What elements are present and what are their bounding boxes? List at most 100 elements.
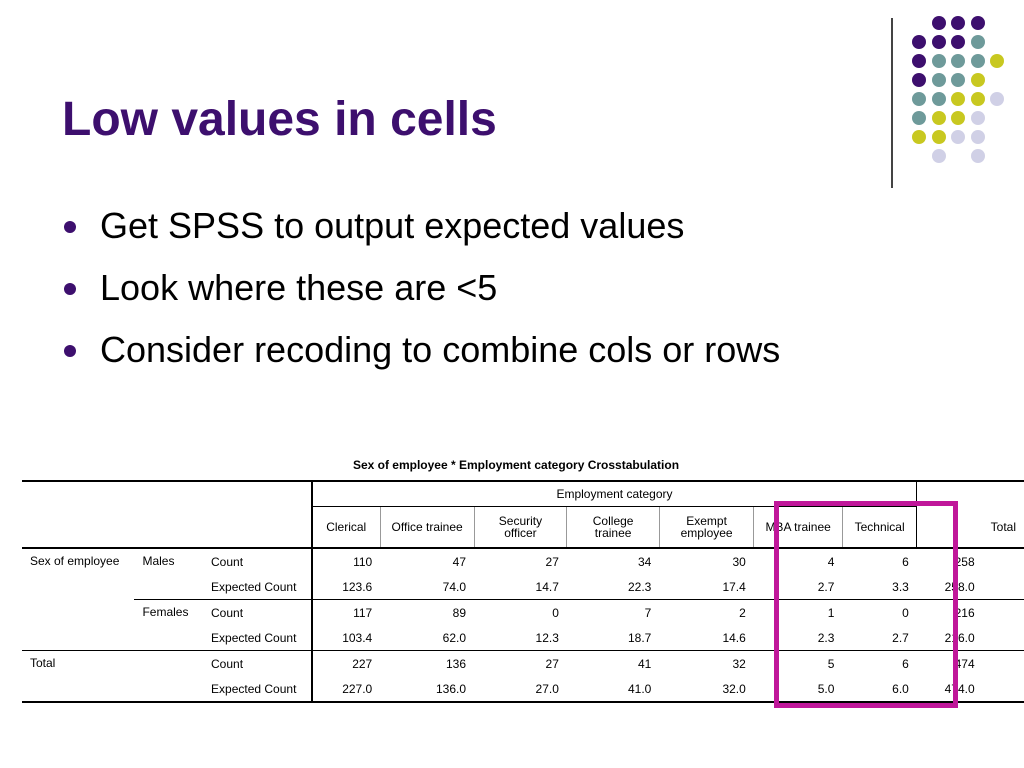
row-label-males: Males (134, 548, 204, 600)
cell: 2.7 (892, 630, 909, 645)
decorative-dot (951, 35, 965, 49)
table-row: Expected Count 227.0 136.0 27.0 41.0 32.… (22, 676, 1024, 702)
decorative-dot (912, 73, 926, 87)
decorative-dot (931, 130, 946, 144)
decorative-dot (931, 111, 946, 125)
table-row: Total Count 227 136 27 41 32 5 6 474 (22, 650, 1024, 676)
bullet-list: Get SPSS to output expected values Look … (64, 198, 780, 384)
cell: 474 (954, 656, 975, 671)
row-label-expected: Expected Count (203, 574, 313, 600)
row-label-expected: Expected Count (203, 625, 313, 651)
row-label-sex: Sex of employee (30, 554, 120, 568)
cell: 5.0 (817, 681, 835, 696)
cell: 47 (452, 554, 466, 569)
cell: 0 (552, 605, 559, 620)
cell: 27 (545, 554, 559, 569)
cell: 27 (545, 656, 559, 671)
cell: 5 (827, 656, 835, 671)
decorative-dot (931, 35, 946, 49)
decorative-dot (970, 130, 985, 144)
table-row: Females Count 117 89 0 7 2 1 0 216 (22, 599, 1024, 625)
bullet-dot-icon (64, 283, 76, 295)
bullet-text: Get SPSS to output expected values (100, 205, 685, 246)
cell: 32 (732, 656, 746, 671)
header-corner (22, 481, 313, 548)
column-header: Total (990, 519, 1016, 534)
cell: 89 (452, 605, 466, 620)
bullet-dot-icon (64, 345, 76, 357)
cell: 227.0 (342, 681, 373, 696)
row-label-females: Females (142, 605, 189, 619)
decorative-dot (912, 92, 926, 106)
cell: 227 (352, 656, 373, 671)
cell: 2.3 (817, 630, 835, 645)
decorative-dot (931, 54, 946, 68)
column-header: Office trainee (380, 506, 475, 548)
table-row: Expected Count 123.6 74.0 14.7 22.3 17.4… (22, 574, 1024, 600)
decorative-dot (990, 54, 1004, 68)
decorative-dot (912, 54, 926, 68)
column-header: MBA trainee (753, 506, 843, 548)
cell: 62.0 (442, 630, 466, 645)
cell: 117 (353, 605, 373, 620)
cell: 74.0 (442, 579, 466, 594)
cell: 110 (353, 554, 373, 569)
decorative-dot (970, 111, 985, 125)
decorative-dot (970, 149, 985, 163)
cell: 6 (902, 554, 909, 569)
decorative-dot (970, 92, 985, 106)
cell: 216.0 (944, 630, 975, 645)
cell: 258 (954, 554, 975, 569)
cell: 136 (445, 656, 466, 671)
column-header: College trainee (566, 506, 660, 548)
cell: 4 (827, 554, 835, 569)
decorative-dot (951, 111, 965, 125)
decorative-dot (931, 149, 946, 163)
decorative-dot (931, 73, 946, 87)
cell: 216 (954, 605, 975, 620)
cell: 0 (902, 605, 909, 620)
decorative-dot (970, 73, 985, 87)
bullet-text: Look where these are <5 (100, 267, 498, 308)
decorative-dot (931, 16, 946, 30)
decorative-dot (970, 54, 985, 68)
cell: 32.0 (722, 681, 746, 696)
cell: 27.0 (535, 681, 559, 696)
crosstab-table: Employment category Clerical Office trai… (22, 480, 1024, 703)
cell: 123.6 (342, 579, 373, 594)
cell: 7 (644, 605, 652, 620)
cell: 103.4 (342, 630, 373, 645)
cell: 6 (902, 656, 909, 671)
cell: 3.3 (892, 579, 909, 594)
cell: 18.7 (627, 630, 652, 645)
decorative-dot (951, 73, 965, 87)
bullet-item: Consider recoding to combine cols or row… (64, 322, 780, 384)
decorative-dot (990, 92, 1004, 106)
decorative-dot (912, 111, 926, 125)
cell: 1 (827, 605, 835, 620)
cell: 41.0 (627, 681, 652, 696)
decorative-divider (891, 18, 893, 188)
cell: 41 (637, 656, 652, 671)
decorative-dot (951, 92, 965, 106)
cell: 34 (637, 554, 652, 569)
bullet-text: Consider recoding to combine cols or row… (100, 329, 781, 370)
cell: 6.0 (892, 681, 909, 696)
decorative-dot (951, 130, 965, 144)
cell: 30 (732, 554, 746, 569)
cell: 14.6 (722, 630, 746, 645)
column-header: Security officer (474, 506, 568, 548)
highlight-box (774, 501, 958, 708)
decorative-dot (951, 54, 965, 68)
bullet-dot-icon (64, 221, 76, 233)
row-label-total: Total (30, 656, 56, 670)
cell: 136.0 (435, 681, 466, 696)
table-caption: Sex of employee * Employment category Cr… (352, 458, 680, 472)
decorative-dot (912, 35, 926, 49)
cell: 2 (739, 605, 746, 620)
cell: 474.0 (944, 681, 975, 696)
cell: 17.4 (722, 579, 746, 594)
bullet-item: Look where these are <5 (64, 260, 780, 322)
decorative-dot (951, 16, 965, 30)
decorative-dot (970, 35, 985, 49)
